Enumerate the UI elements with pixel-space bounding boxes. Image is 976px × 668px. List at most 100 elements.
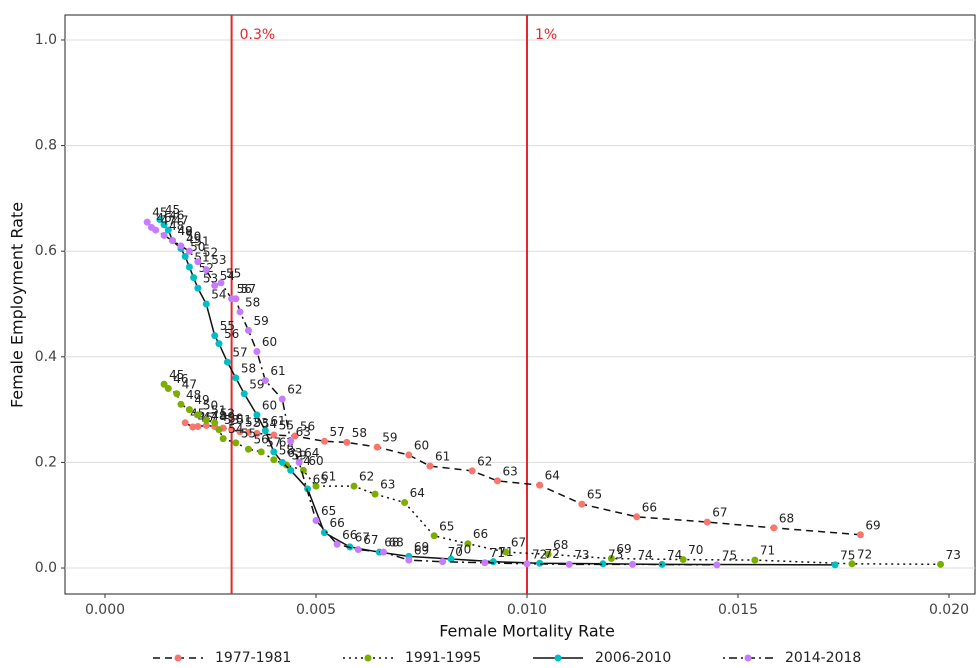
y-tick-label: 0.2 [35,454,57,470]
data-point [253,429,261,437]
data-point [278,395,286,403]
point-label: 64 [545,469,560,483]
point-label: 51 [211,404,226,418]
point-label: 47 [173,214,188,228]
data-point [232,439,240,447]
point-label: 45 [169,368,184,382]
point-label: 63 [296,425,311,439]
point-label: 61 [321,470,336,484]
data-point [371,490,379,498]
legend-dot [744,654,752,662]
data-point [430,532,438,540]
point-label: 67 [363,533,378,547]
point-label: 64 [410,486,425,500]
data-point [219,435,227,443]
point-label: 74 [638,548,653,562]
point-label: 46 [169,208,184,222]
legend-dot [364,654,372,662]
data-point [544,550,552,558]
data-point [156,216,164,224]
data-point [211,332,219,340]
data-point [270,448,278,456]
point-label: 65 [439,519,454,533]
data-point [536,559,544,567]
point-label: 75 [722,548,737,562]
point-label: 51 [237,413,252,427]
point-label: 47 [161,214,176,228]
point-label: 52 [245,415,260,429]
data-point [211,419,219,427]
point-label: 59 [382,431,397,445]
data-point [373,443,381,451]
point-label: 53 [211,253,226,267]
point-label: 59 [249,377,264,391]
data-point [232,374,240,382]
data-point [599,560,607,568]
plot-frame [64,14,976,595]
data-point [565,560,573,568]
data-point [185,247,193,255]
point-label: 50 [203,398,218,412]
point-label: 65 [313,472,328,486]
data-point [401,499,409,507]
point-label: 67 [712,506,727,520]
point-label: 50 [228,412,243,426]
point-label: 56 [300,420,315,434]
data-point [295,458,303,466]
data-point [937,560,945,568]
data-point [493,477,501,485]
data-point [312,516,320,524]
data-point [343,438,351,446]
data-point [320,529,328,537]
data-point [215,340,223,348]
data-point [143,218,151,226]
data-point [278,458,286,466]
point-label: 52 [203,245,218,259]
data-point [447,555,455,563]
point-label: 49 [186,232,201,246]
data-point [848,560,856,568]
data-point [856,531,864,539]
point-label: 72 [857,547,872,561]
point-label: 45 [152,206,167,220]
point-label: 70 [688,543,703,557]
data-point [194,284,202,292]
point-label: 55 [220,319,235,333]
data-point [658,560,666,568]
data-point [169,237,177,245]
point-label: 56 [253,433,268,447]
point-label: 66 [473,527,488,541]
data-point [202,300,210,308]
data-point [244,428,252,436]
point-label: 73 [946,548,961,562]
point-label: 68 [779,511,794,525]
data-point [185,263,193,271]
x-tick-label: 0.000 [85,602,125,618]
y-tick-label: 0.6 [35,243,57,259]
data-point [253,348,261,356]
data-point [211,282,219,290]
x-axis-title: Female Mortality Rate [439,622,615,641]
point-label: 58 [279,443,294,457]
point-label: 47 [182,377,197,391]
point-label: 58 [352,426,367,440]
data-point [160,231,168,239]
point-label: 57 [232,346,247,360]
point-label: 70 [448,545,463,559]
data-point [164,384,172,392]
point-label: 68 [384,536,399,550]
point-label: 48 [186,388,201,402]
data-point [578,500,586,508]
data-point [236,308,244,316]
data-point [177,242,185,250]
data-point [405,451,413,459]
point-label: 57 [266,435,281,449]
point-label: 48 [178,224,193,238]
data-point [633,513,641,521]
point-label: 46 [173,372,188,386]
point-label: 63 [287,446,302,460]
data-point [253,411,261,419]
point-label: 73 [608,547,623,561]
point-label: 74 [667,548,682,562]
data-point [405,556,413,564]
